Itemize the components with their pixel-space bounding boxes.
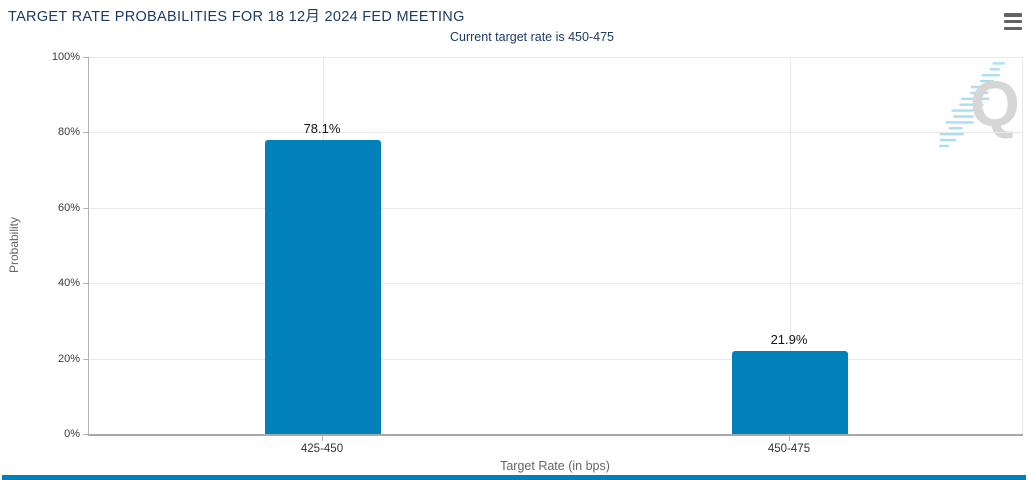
watermark-q-letter: Q	[970, 68, 1020, 140]
x-axis-title: Target Rate (in bps)	[500, 459, 610, 473]
y-tick-label: 20%	[57, 353, 80, 365]
y-tick-mark	[83, 283, 88, 284]
hamburger-icon	[1004, 19, 1022, 24]
y-tick-mark	[83, 434, 88, 435]
probability-bar[interactable]	[732, 351, 848, 434]
hamburger-icon	[1004, 13, 1022, 17]
x-tick-label: 425-450	[300, 443, 344, 455]
gridline-horizontal	[89, 132, 1023, 133]
y-axis-title: Probability	[7, 216, 21, 274]
y-tick-mark	[83, 208, 88, 209]
x-tick-mark	[789, 436, 790, 441]
chart-title: TARGET RATE PROBABILITIES FOR 18 12月 202…	[8, 9, 465, 25]
probability-bar[interactable]	[265, 140, 381, 434]
watermark-hatch-icon	[939, 62, 1005, 148]
y-tick-label: 60%	[57, 202, 80, 214]
gridline-vertical	[790, 57, 791, 434]
y-tick-label: 100%	[51, 51, 80, 63]
bar-value-label: 21.9%	[770, 332, 808, 347]
gridline-horizontal	[89, 57, 1023, 58]
hamburger-icon	[1004, 26, 1022, 30]
chart-menu-button[interactable]	[1004, 13, 1022, 30]
x-tick-label: 450-475	[767, 443, 811, 455]
plot-area: Q	[88, 57, 1023, 436]
quikstrike-watermark: Q	[936, 58, 1024, 150]
y-tick-label: 40%	[57, 277, 80, 289]
y-tick-label: 0%	[64, 428, 80, 440]
x-tick-mark	[322, 436, 323, 441]
y-tick-mark	[83, 359, 88, 360]
y-tick-mark	[83, 57, 88, 58]
gridline-horizontal	[89, 283, 1023, 284]
y-tick-mark	[83, 132, 88, 133]
y-tick-label: 80%	[57, 126, 80, 138]
chart-subtitle: Current target rate is 450-475	[450, 30, 614, 44]
gridline-horizontal	[89, 359, 1023, 360]
gridline-horizontal	[89, 208, 1023, 209]
plot-right-border	[1022, 57, 1023, 434]
bottom-accent-bar	[2, 475, 1026, 480]
bar-value-label: 78.1%	[303, 121, 341, 136]
